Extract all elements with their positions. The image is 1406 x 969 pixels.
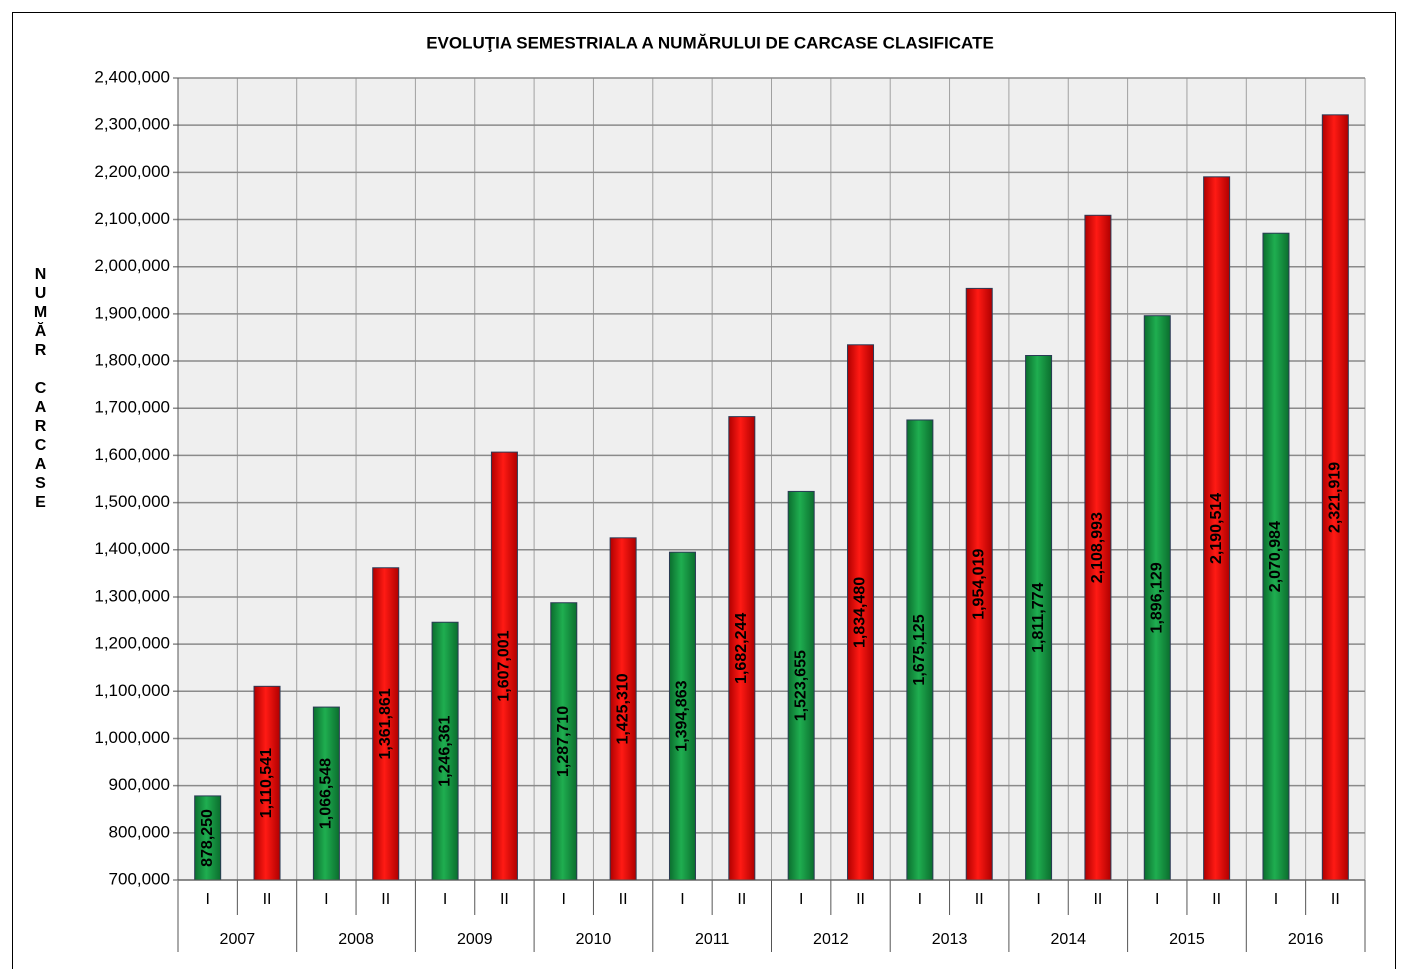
x-group-label: 2010 (576, 931, 612, 948)
value-label: 1,425,310 (614, 673, 631, 744)
y-tick-label: 2,300,000 (94, 115, 170, 134)
y-tick-label: 2,100,000 (94, 209, 170, 228)
bar (194, 795, 222, 881)
x-group-label: 2015 (1169, 931, 1205, 948)
bar (312, 706, 340, 881)
value-label: 1,811,774 (1030, 583, 1047, 653)
y-tick-label: 1,100,000 (94, 681, 170, 700)
bar (1025, 355, 1053, 881)
y-tick-label: 700,000 (109, 869, 170, 888)
x-tick-label: II (381, 891, 390, 908)
x-tick-label: II (263, 891, 272, 908)
x-tick-label: I (443, 891, 447, 908)
x-tick-label: I (205, 891, 209, 908)
x-group-label: 2012 (813, 931, 849, 948)
value-label: 2,070,984 (1267, 521, 1284, 592)
value-label: 1,834,480 (852, 577, 869, 648)
value-label: 1,066,548 (318, 758, 335, 829)
chart-title: EVOLUŢIA SEMESTRIALA A NUMĂRULUI DE CARC… (426, 33, 994, 52)
bar (1321, 114, 1349, 881)
y-tick-label: 1,900,000 (94, 303, 170, 322)
x-tick-label: II (1093, 891, 1102, 908)
value-label: 1,287,710 (555, 706, 572, 777)
y-tick-label: 1,300,000 (94, 586, 170, 605)
value-label: 1,682,244 (733, 613, 750, 684)
x-tick-label: II (856, 891, 865, 908)
x-tick-label: I (324, 891, 328, 908)
bar (847, 344, 875, 881)
x-group-label: 2009 (457, 931, 493, 948)
value-label: 1,394,863 (674, 680, 691, 751)
bar (609, 537, 637, 881)
y-tick-label: 1,000,000 (94, 728, 170, 747)
bar (1143, 315, 1171, 881)
value-label: 1,523,655 (792, 650, 809, 721)
x-tick-label: II (1331, 891, 1340, 908)
x-group-label: 2013 (932, 931, 968, 948)
x-group-label: 2016 (1288, 931, 1324, 948)
y-tick-label: 800,000 (109, 822, 170, 841)
x-tick-label: I (1155, 891, 1159, 908)
y-tick-label: 900,000 (109, 775, 170, 794)
value-label: 1,246,361 (436, 715, 453, 786)
y-tick-label: 2,200,000 (94, 162, 170, 181)
x-tick-label: II (500, 891, 509, 908)
value-label: 1,607,001 (496, 630, 513, 701)
x-tick-label: I (562, 891, 566, 908)
y-tick-label: 1,400,000 (94, 539, 170, 558)
x-tick-label: I (680, 891, 684, 908)
x-tick-label: II (975, 891, 984, 908)
x-tick-label: I (1036, 891, 1040, 908)
bar (490, 451, 518, 881)
x-tick-label: I (1274, 891, 1278, 908)
bar (372, 567, 400, 881)
x-tick-label: II (619, 891, 628, 908)
bar (965, 287, 993, 881)
bar (1084, 214, 1112, 881)
x-group-label: 2014 (1050, 931, 1086, 948)
bar (1262, 232, 1290, 881)
value-label: 2,321,919 (1327, 462, 1344, 533)
bar (253, 685, 281, 881)
y-axis-label: NUMĂR CARCASE (32, 266, 49, 513)
x-group-label: 2011 (695, 931, 730, 948)
value-label: 2,190,514 (1208, 493, 1225, 564)
bar (728, 416, 756, 881)
bar (906, 419, 934, 881)
bar (431, 621, 459, 881)
y-tick-label: 1,200,000 (94, 634, 170, 653)
value-label: 2,108,993 (1089, 512, 1106, 583)
value-label: 1,110,541 (258, 748, 275, 818)
value-label: 878,250 (199, 809, 216, 867)
x-tick-label: I (918, 891, 922, 908)
bar (668, 551, 696, 881)
y-tick-label: 1,600,000 (94, 445, 170, 464)
x-tick-label: II (737, 891, 746, 908)
y-tick-label: 1,500,000 (94, 492, 170, 511)
value-label: 1,896,129 (1148, 562, 1165, 633)
value-label: 1,954,019 (970, 549, 987, 620)
x-group-label: 2007 (220, 931, 256, 948)
x-tick-label: I (799, 891, 803, 908)
x-group-label: 2008 (338, 931, 374, 948)
value-label: 1,361,861 (377, 688, 394, 759)
y-tick-label: 2,000,000 (94, 256, 170, 275)
y-tick-label: 2,400,000 (94, 67, 170, 86)
y-tick-label: 1,800,000 (94, 351, 170, 370)
x-tick-label: II (1212, 891, 1221, 908)
value-label: 1,675,125 (911, 614, 928, 685)
bar (787, 490, 815, 881)
bar (550, 602, 578, 881)
y-tick-label: 1,700,000 (94, 398, 170, 417)
